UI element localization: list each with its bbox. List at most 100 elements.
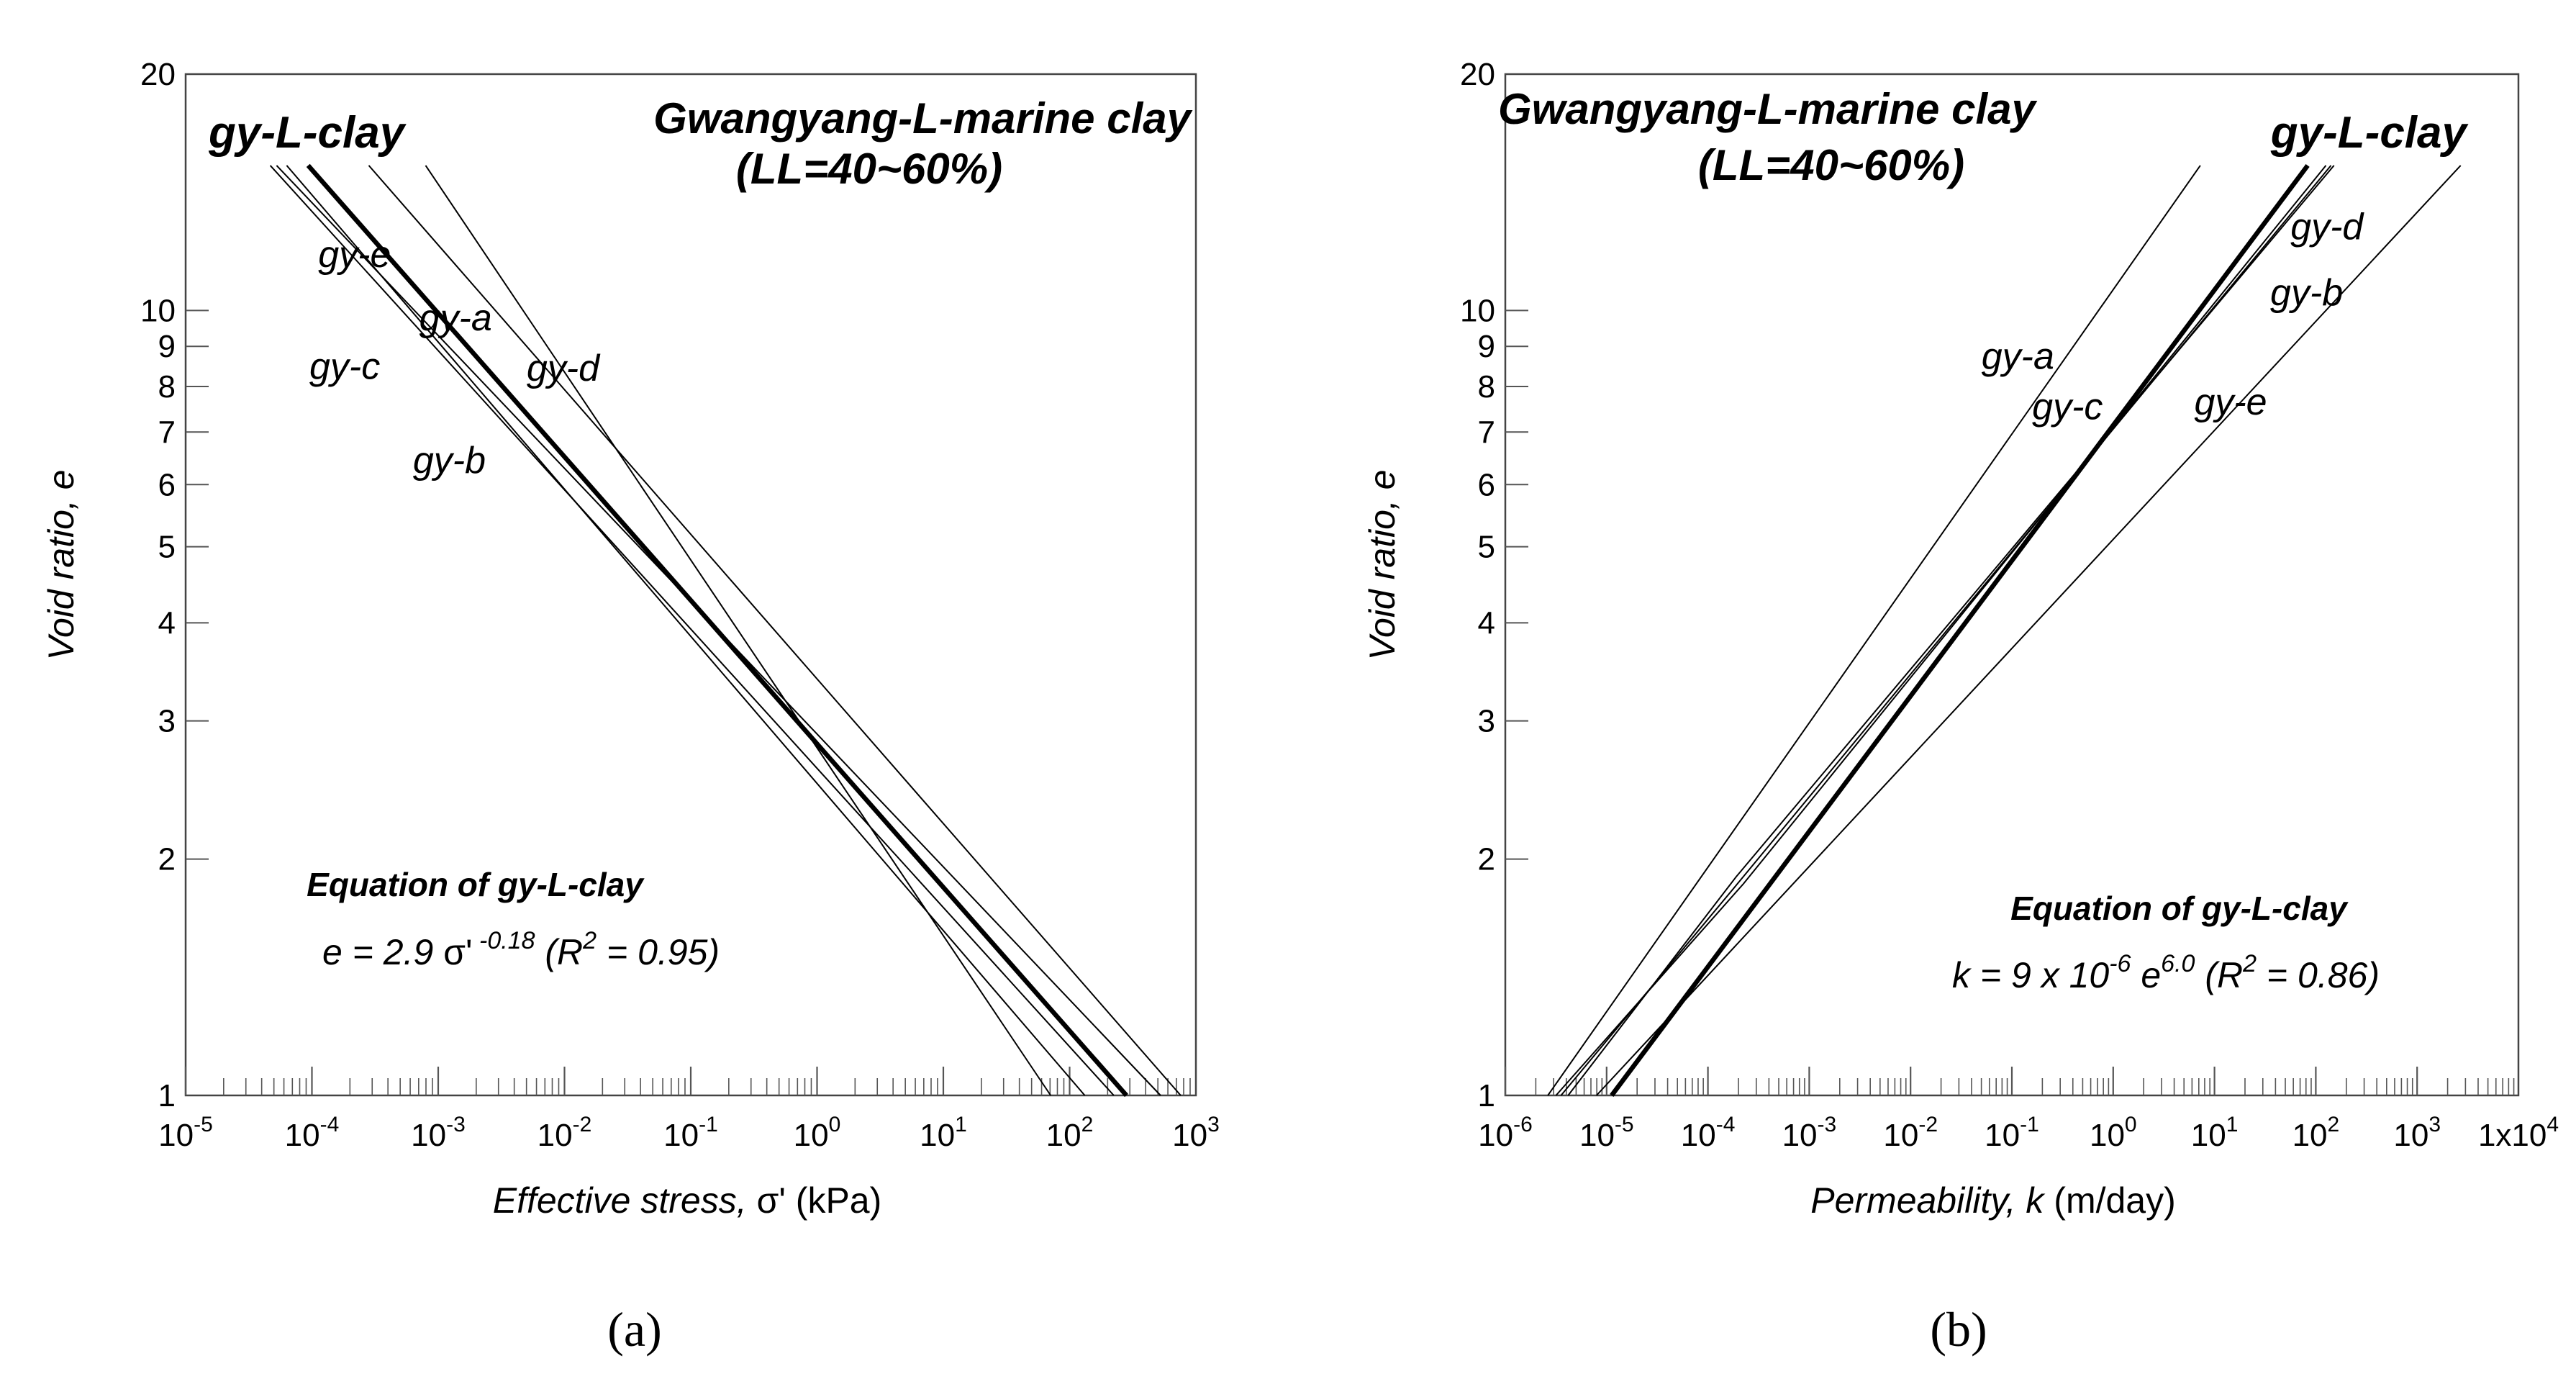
panel-a-reference-label: gy-L-clay (208, 108, 407, 158)
panel-b-equation-mid-sup: 6.0 (2161, 950, 2195, 977)
panel-b-y-tick-label-3: 3 (1478, 704, 1495, 739)
panel-a-y-ticks: 1 2 3 4 5 6 7 8 910 20 (140, 57, 209, 1113)
panel-b-series-gy-L-clay (1610, 163, 2310, 1097)
panel-b-series (1547, 163, 2462, 1097)
panel-b-x-tick-label-0: 10-6 (1478, 1113, 1533, 1153)
panel-b-series-gy-b (1555, 165, 2327, 1096)
panel-b-y-tick-label-6: 6 (1478, 467, 1495, 502)
panel-a-x-tick-label-3: 10-2 (538, 1113, 592, 1153)
panel-b-series-gy-a (1547, 165, 2201, 1096)
panel-a-series-gy-c (269, 165, 1115, 1096)
panel-a: 1 2 3 4 5 6 7 8 910 20 10-5 10-4 10-3 10-2 10-1 100 101… (41, 57, 1220, 1357)
panel-a-y-tick-label-20: 20 (140, 57, 176, 92)
panel-b-x-tick-label-7: 101 (2191, 1113, 2239, 1153)
panel-b-x-tick-label-2: 10-4 (1681, 1113, 1736, 1153)
panel-a-x-axis-title-unit: (kPa) (786, 1180, 881, 1221)
panel-a-equation-r-sup: 2 (582, 927, 597, 954)
panel-b-curve-label-gy-e: gy-e (2194, 381, 2267, 423)
panel-b-y-tick-label-5: 5 (1478, 530, 1495, 565)
panel-a-y-tick-label-4: 4 (158, 605, 176, 641)
panel-b-x-axis-title: Permeability, k (m/day) (1810, 1180, 2176, 1221)
panel-a-curve-labels: gy-e gy-a gy-c gy-d gy-b (309, 234, 601, 481)
panel-a-x-axis-title: Effective stress, σ' (kPa) (493, 1180, 882, 1221)
panel-b-series-gy-e (1595, 165, 2462, 1096)
panel-a-y-tick-label-9: 9 (158, 329, 176, 364)
panel-b-x-ticks: 10-6 10-5 10-4 10-3 10-2 10-1 100 101 102 103 1x10… (1478, 1067, 2559, 1153)
panel-b-x-tick-label-10: 1x104 (2478, 1113, 2559, 1153)
panel-a-equation-lhs: e = 2.9 (322, 932, 443, 972)
panel-b-equation-title: Equation of gy-L-clay (2010, 890, 2349, 927)
panel-b-equation-r-open: (R (2195, 955, 2243, 995)
panel-a-series-gy-b (286, 165, 1086, 1096)
panel-a-x-tick-label-4: 10-1 (663, 1113, 718, 1153)
panel-a-y-tick-label-1: 1 (158, 1078, 176, 1113)
panel-a-curve-label-gy-b: gy-b (413, 440, 486, 481)
panel-a-y-tick-label-6: 6 (158, 467, 176, 502)
panel-b-equation-lhs-sup: -6 (2109, 950, 2131, 977)
panel-a-curve-label-gy-c: gy-c (309, 345, 380, 387)
panel-b-equation: k = 9 x 10-6 e6.0 (R2 = 0.86) (1952, 950, 2380, 995)
panel-b-x-tick-label-5: 10-1 (1985, 1113, 2039, 1153)
panel-b-y-tick-label-7: 7 (1478, 415, 1495, 450)
panel-a-title-line2: (LL=40~60%) (736, 145, 1002, 193)
panel-b-y-axis-title: Void ratio, e (1362, 470, 1402, 661)
panel-b-x-tick-label-6: 100 (2090, 1113, 2137, 1153)
panel-a-x-axis-title-symbol: σ' (757, 1180, 786, 1221)
panel-b-curve-label-gy-c: gy-c (2032, 386, 2103, 428)
panel-a-series-gy-L-clay (306, 163, 1128, 1098)
panel-b-curve-labels: gy-d gy-b gy-a gy-c gy-e (1982, 206, 2365, 428)
panel-b-x-axis-title-unit: (m/day) (2044, 1180, 2175, 1221)
panel-b-y-tick-label-20: 20 (1460, 57, 1495, 92)
panel-b-y-tick-label-1: 1 (1478, 1078, 1495, 1113)
panel-b-x-tick-label-4: 10-2 (1883, 1113, 1938, 1153)
panel-a-x-tick-label-8: 103 (1172, 1113, 1220, 1153)
panel-b-title-line2: (LL=40~60%) (1698, 141, 1964, 189)
panel-a-equation: e = 2.9 σ' -0.18 (R2 = 0.95) (322, 927, 720, 972)
panel-a-y-tick-label-2: 2 (158, 842, 176, 877)
panel-a-x-tick-label-7: 102 (1046, 1113, 1094, 1153)
panel-a-x-tick-label-1: 10-4 (285, 1113, 340, 1153)
panel-b-y-tick-label-10: 10 (1460, 293, 1495, 328)
panel-a-x-tick-label-5: 100 (794, 1113, 841, 1153)
panel-b-x-tick-label-8: 102 (2292, 1113, 2340, 1153)
panel-b-series-gy-d (1560, 165, 2332, 1096)
panel-b-curve-label-gy-a: gy-a (1982, 336, 2054, 378)
panel-a-series-gy-e (368, 165, 1182, 1096)
panel-b-equation-r-close: = 0.86) (2257, 955, 2380, 995)
panel-b-x-axis-title-main: Permeability, k (1810, 1180, 2046, 1221)
panel-a-x-tick-label-6: 101 (920, 1113, 967, 1153)
panel-a-curve-label-gy-e: gy-e (318, 234, 391, 276)
panel-a-y-tick-label-7: 7 (158, 415, 176, 450)
panel-a-y-axis-title: Void ratio, e (41, 470, 81, 661)
panel-a-equation-r-close: = 0.95) (597, 932, 720, 972)
panel-b-plot-frame (1504, 73, 2520, 1097)
panel-b-x-tick-label-3: 10-3 (1782, 1113, 1837, 1153)
panel-b-equation-r-sup: 2 (2242, 950, 2257, 977)
panel-a-equation-symbol: σ' (443, 932, 472, 972)
panel-b-y-tick-label-8: 8 (1478, 369, 1495, 404)
panel-a-equation-title: Equation of gy-L-clay (307, 866, 645, 903)
panel-b-reference-label: gy-L-clay (2270, 108, 2470, 158)
panel-a-x-ticks: 10-5 10-4 10-3 10-2 10-1 100 101 102 103 (158, 1067, 1220, 1153)
panel-a-equation-r-open: (R (535, 932, 584, 972)
panel-a-y-tick-label-8: 8 (158, 369, 176, 404)
panel-b-curve-label-gy-d: gy-d (2290, 206, 2364, 248)
panel-a-series-gy-d (276, 165, 1161, 1096)
panel-b-y-tick-label-9: 9 (1478, 329, 1495, 364)
panel-b-y-ticks: 1 2 3 4 5 6 7 8 910 20 (1460, 57, 1528, 1113)
panel-a-series (269, 163, 1182, 1098)
panel-a-x-axis-title-main: Effective stress, (493, 1180, 757, 1221)
panel-b-y-tick-label-2: 2 (1478, 842, 1495, 877)
panel-a-curve-label-gy-a: gy-a (419, 297, 492, 339)
panel-b-label: (b) (1930, 1302, 1987, 1357)
panel-b-curve-label-gy-b: gy-b (2270, 272, 2343, 314)
panel-a-x-tick-label-0: 10-5 (158, 1113, 213, 1153)
panel-a-y-tick-label-10: 10 (140, 293, 176, 328)
panel-a-equation-exponent: -0.18 (473, 927, 535, 954)
panel-b-x-tick-label-9: 103 (2393, 1113, 2441, 1153)
panel-b-equation-lhs: k = 9 x 10 (1952, 955, 2109, 995)
panel-b-equation-mid: e (2131, 955, 2161, 995)
panel-a-x-tick-label-2: 10-3 (411, 1113, 466, 1153)
